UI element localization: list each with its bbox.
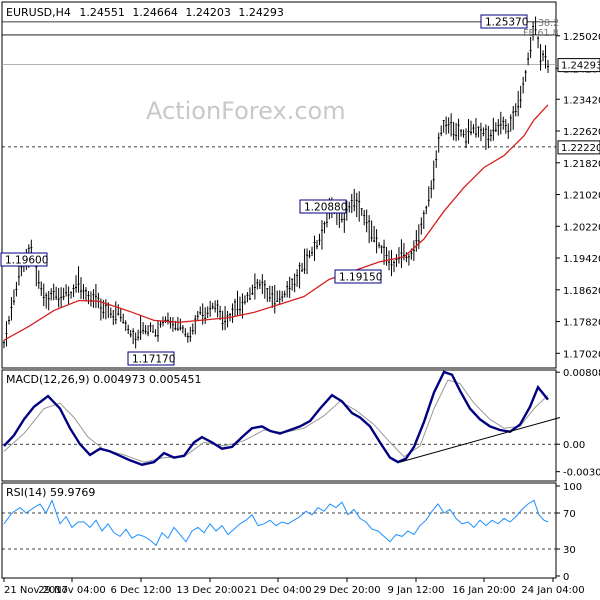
current-price-tag: 1.24293: [561, 61, 600, 72]
rsi-line: [3, 499, 549, 547]
macd-axis: 0.00808 0.00 -0.003078: [556, 368, 600, 479]
level-price-tag-box: [557, 140, 600, 155]
macd-trend-line: [399, 417, 561, 463]
macd-signal-line: [3, 379, 549, 463]
time-axis-label: 9 Jan 12:00: [388, 585, 445, 596]
header-open: 1.24551: [79, 6, 125, 19]
price-label-text: 1.19600: [5, 255, 48, 267]
header-symbol: EURUSD,H4: [6, 6, 71, 19]
time-axis-label: 29 Dec 20:00: [313, 585, 380, 596]
header-high: 1.24664: [132, 6, 178, 19]
price-axis-label: 1.25020: [563, 32, 600, 43]
time-axis-label: 16 Jan 20:00: [452, 585, 515, 596]
price-axis-label: 1.17020: [563, 349, 600, 360]
price-label-box: [299, 199, 347, 214]
price-header: EURUSD,H4 1.24551 1.24664 1.24203 1.2429…: [6, 6, 284, 19]
rsi-axis-label: 100: [563, 482, 582, 493]
fib-label-fe618: FE 61.8: [523, 28, 559, 39]
price-panel-frame: [1, 1, 557, 369]
price-axis-label: 1.21020: [563, 191, 600, 202]
time-axis-label: 13 Dec 20:00: [176, 585, 243, 596]
price-label-text: 1.20880: [304, 202, 347, 214]
price-axis-label: 1.21820: [563, 159, 600, 170]
macd-axis-label: 0.00808: [563, 368, 600, 379]
price-series: 1.25370 1.20880 1.19600 1.19150 1.17170 38.2F…: [0, 14, 559, 366]
macd-axis-label: 0.00: [563, 440, 585, 451]
price-label-text: 1.25370: [485, 17, 528, 29]
macd-series: [2, 370, 561, 466]
rsi-series: [2, 499, 556, 550]
time-axis-label: 6 Dec 12:00: [111, 585, 172, 596]
price-label-text: 1.17170: [132, 354, 175, 366]
price-axis: 1.250201.242001.234201.226201.218201.210…: [556, 32, 600, 360]
time-axis-label: 24 Jan 04:00: [521, 585, 584, 596]
moving-average-line: [3, 104, 549, 341]
price-axis-label: 1.17820: [563, 318, 600, 329]
price-axis-label: 1.18620: [563, 286, 600, 297]
level-price-tag: 1.22220: [561, 143, 600, 154]
rsi-axis-label: 70: [563, 509, 576, 520]
price-axis-label: 1.19420: [563, 254, 600, 265]
rsi-title: RSI(14) 59.9769: [6, 486, 95, 499]
rsi-axis-label: 30: [563, 545, 576, 556]
rsi-panel-frame: [1, 482, 557, 579]
watermark: ActionForex.com: [146, 97, 346, 125]
current-price-tag-box: [557, 58, 600, 73]
header-low: 1.24203: [185, 6, 231, 19]
macd-axis-label: -0.003078: [563, 468, 600, 479]
time-axis-label: 29 Nov 04:00: [38, 585, 105, 596]
price-label-text: 1.19150: [339, 272, 382, 284]
price-axis-label: 1.20220: [563, 222, 600, 233]
price-label-box: [480, 14, 528, 29]
time-axis-label: 21 Nov 2017: [4, 585, 68, 596]
fib-label-382: 38.2: [538, 18, 559, 29]
price-label-box: [334, 269, 382, 284]
price-axis-label: 1.22620: [563, 127, 600, 138]
rsi-axis: 100 70 30 0: [556, 482, 582, 583]
time-axis-label: 21 Dec 04:00: [244, 585, 311, 596]
rsi-axis-label: 0: [563, 572, 569, 583]
macd-main-line: [3, 370, 549, 466]
header-close: 1.24293: [238, 6, 284, 19]
macd-title: MACD(12,26,9) 0.004973 0.005451: [6, 373, 202, 386]
macd-panel-frame: [1, 369, 557, 482]
price-axis-label: 1.23420: [563, 95, 600, 106]
price-label-box: [127, 351, 175, 366]
price-label-box: [0, 252, 48, 267]
